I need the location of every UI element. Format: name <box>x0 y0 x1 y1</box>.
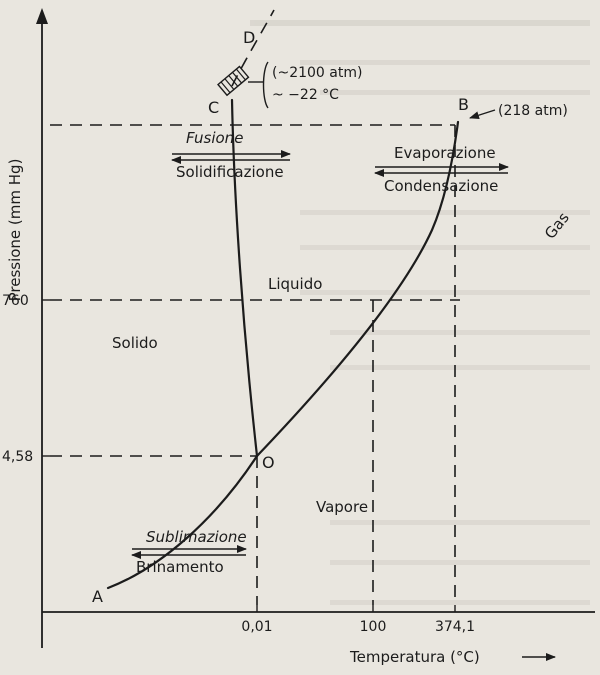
transition-deposition: Brinamento <box>136 558 224 576</box>
transition-condensation: Condensazione <box>384 177 498 195</box>
sublimation-curve <box>106 454 259 590</box>
axes <box>36 8 595 648</box>
y-tick-760: 760 <box>2 293 29 309</box>
fusion-curve <box>230 98 259 458</box>
point-label-a: A <box>92 587 103 606</box>
x-tick-374-1: 374,1 <box>435 619 475 635</box>
tick-marks <box>42 299 456 612</box>
point-label-d: D <box>243 28 255 47</box>
transition-sublimation: Sublimazione <box>146 528 247 546</box>
c-annotation-pressure: (~2100 atm) <box>272 65 362 81</box>
fusion-curve-extension <box>231 9 275 87</box>
x-tick-100: 100 <box>360 619 387 635</box>
hatched-region <box>217 65 250 97</box>
guide-lines <box>50 124 460 605</box>
c-annotation-temperature: ~ −22 °C <box>272 87 339 103</box>
y-axis-title: Pressione (mm Hg) <box>6 159 24 302</box>
background-texture <box>250 20 590 605</box>
x-axis-title: Temperatura (°C) <box>349 648 480 666</box>
point-label-b: B <box>458 95 469 114</box>
point-label-c: C <box>208 98 219 117</box>
region-solid: Solido <box>112 334 158 352</box>
transition-solidification: Solidificazione <box>176 163 284 181</box>
point-label-o: O <box>262 453 275 472</box>
critical-point-pointer <box>469 109 496 120</box>
y-axis-arrow-icon <box>36 8 48 24</box>
x-tick-0-01: 0,01 <box>241 619 272 635</box>
c-annotation-bracket <box>262 61 269 109</box>
critical-point-pressure: (218 atm) <box>498 103 568 119</box>
region-liquid: Liquido <box>268 275 322 293</box>
transition-fusion: Fusione <box>186 129 243 147</box>
transition-evaporation: Evaporazione <box>394 144 496 162</box>
region-vapor: Vapore <box>316 498 368 516</box>
y-tick-4-58: 4,58 <box>2 449 33 465</box>
